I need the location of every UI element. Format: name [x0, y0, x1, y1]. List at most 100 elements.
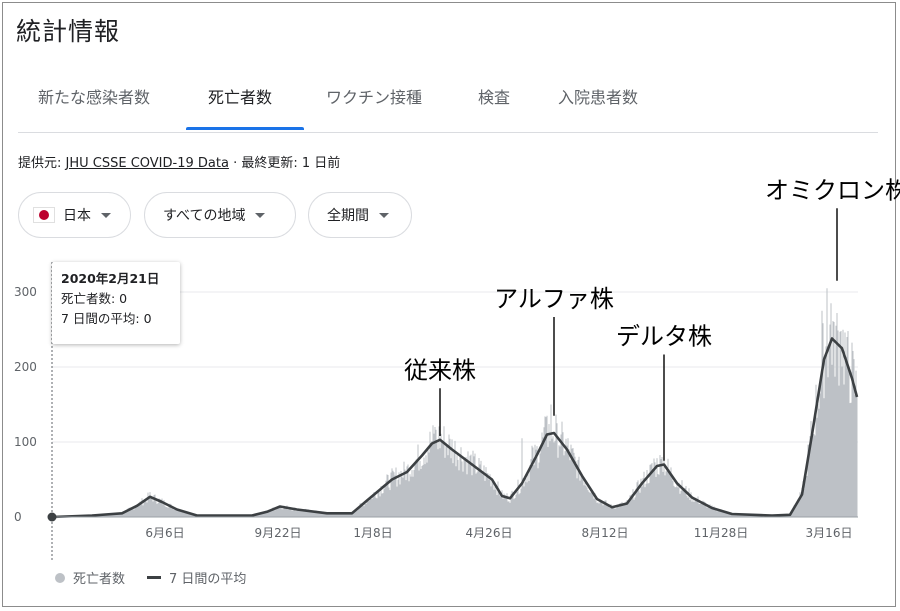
- daily-death-bar: [398, 472, 400, 517]
- daily-death-bar: [274, 510, 276, 517]
- daily-death-bar: [175, 508, 177, 517]
- daily-death-bar: [651, 463, 653, 517]
- daily-death-bar: [149, 492, 151, 517]
- daily-death-bar: [706, 507, 708, 517]
- country-filter[interactable]: 日本: [18, 192, 131, 238]
- legend-line-marker: [147, 576, 162, 579]
- daily-death-bar: [136, 507, 138, 517]
- daily-death-bar: [796, 502, 798, 517]
- annotation-label: 従来株: [404, 356, 476, 384]
- daily-death-bar: [635, 488, 637, 517]
- daily-death-bar: [129, 507, 131, 517]
- daily-death-bar: [169, 503, 171, 517]
- daily-death-bar: [165, 506, 167, 517]
- daily-death-bar: [132, 507, 134, 517]
- daily-death-bar: [471, 475, 473, 517]
- daily-death-bar: [842, 329, 844, 517]
- daily-death-bar: [623, 502, 625, 517]
- tab-hospitalizations[interactable]: 入院患者数: [558, 88, 639, 107]
- daily-death-bar: [672, 480, 674, 517]
- daily-death-bar: [720, 509, 722, 517]
- daily-death-bar: [380, 486, 382, 517]
- daily-death-bar: [491, 479, 493, 517]
- daily-death-bar: [595, 500, 597, 517]
- daily-death-bar: [370, 495, 372, 517]
- tab-vaccinations[interactable]: ワクチン接種: [326, 88, 423, 107]
- daily-death-bar: [653, 458, 655, 517]
- daily-death-bar: [361, 503, 363, 517]
- daily-death-bar: [466, 474, 468, 517]
- daily-death-bar: [400, 470, 402, 517]
- tab-new-cases[interactable]: 新たな感染者数: [38, 88, 151, 107]
- daily-death-bar: [128, 507, 130, 517]
- tab-tests[interactable]: 検査: [478, 88, 511, 107]
- daily-death-bar: [392, 470, 394, 517]
- daily-death-bar: [577, 459, 579, 517]
- daily-death-bar: [637, 480, 639, 517]
- daily-death-bar: [620, 503, 622, 517]
- daily-death-bar: [449, 438, 451, 517]
- daily-death-bar: [481, 472, 483, 517]
- daily-death-bar: [118, 513, 120, 517]
- daily-death-bar: [123, 513, 125, 517]
- daily-death-bar: [579, 480, 581, 517]
- daily-death-bar: [255, 515, 257, 517]
- daily-death-bar: [689, 499, 691, 517]
- daily-death-bar: [446, 446, 448, 517]
- period-filter[interactable]: 全期間: [308, 192, 412, 238]
- daily-death-bar: [307, 509, 309, 517]
- daily-death-bar: [272, 507, 274, 517]
- daily-death-bar: [648, 482, 650, 517]
- region-filter[interactable]: すべての地域: [144, 192, 296, 238]
- daily-death-bar: [134, 507, 136, 517]
- daily-death-bar: [495, 489, 497, 517]
- daily-death-bar: [636, 482, 638, 517]
- daily-death-bar: [650, 464, 652, 517]
- daily-death-bar: [183, 512, 185, 517]
- daily-death-bar: [154, 494, 156, 517]
- daily-death-bar: [423, 457, 425, 517]
- daily-death-bar: [485, 467, 487, 517]
- daily-death-bar: [299, 510, 301, 517]
- daily-death-bar: [627, 499, 629, 517]
- daily-death-bar: [512, 492, 514, 517]
- tab-deaths[interactable]: 死亡者数: [208, 88, 273, 107]
- daily-death-bar: [347, 512, 349, 517]
- daily-death-bar: [661, 457, 663, 517]
- daily-death-bar: [358, 507, 360, 517]
- daily-death-bar: [319, 513, 321, 517]
- daily-death-bar: [849, 403, 851, 517]
- daily-death-bar: [835, 325, 837, 517]
- daily-death-bar: [708, 507, 710, 517]
- daily-death-bar: [568, 449, 570, 517]
- daily-death-bar: [797, 498, 799, 517]
- daily-death-bar: [493, 489, 495, 517]
- daily-death-bar: [659, 455, 661, 517]
- daily-death-bar: [504, 494, 506, 517]
- daily-death-bar: [334, 513, 336, 517]
- daily-death-bar: [369, 497, 371, 517]
- daily-death-bar: [411, 470, 413, 517]
- daily-death-bar: [718, 509, 720, 517]
- daily-death-bar: [396, 486, 398, 517]
- active-tab-indicator: [186, 127, 304, 130]
- daily-death-bar: [340, 512, 342, 517]
- daily-death-bar: [530, 459, 532, 517]
- daily-death-bar: [703, 501, 705, 517]
- daily-death-bar: [538, 462, 540, 517]
- daily-death-bar: [488, 479, 490, 517]
- daily-death-bar: [525, 475, 527, 517]
- source-link[interactable]: JHU CSSE COVID-19 Data: [65, 156, 229, 171]
- daily-death-bar: [284, 507, 286, 517]
- daily-death-bar: [536, 446, 538, 517]
- legend-avg-label: 7 日間の平均: [169, 572, 247, 587]
- daily-death-bar: [458, 470, 460, 517]
- daily-death-bar: [422, 464, 424, 517]
- daily-death-bar: [660, 459, 662, 517]
- daily-death-bar: [798, 501, 800, 517]
- daily-death-bar: [489, 474, 491, 517]
- daily-death-bar: [705, 503, 707, 517]
- daily-death-bar: [593, 498, 595, 517]
- daily-death-bar: [454, 440, 456, 517]
- daily-death-bar: [727, 512, 729, 517]
